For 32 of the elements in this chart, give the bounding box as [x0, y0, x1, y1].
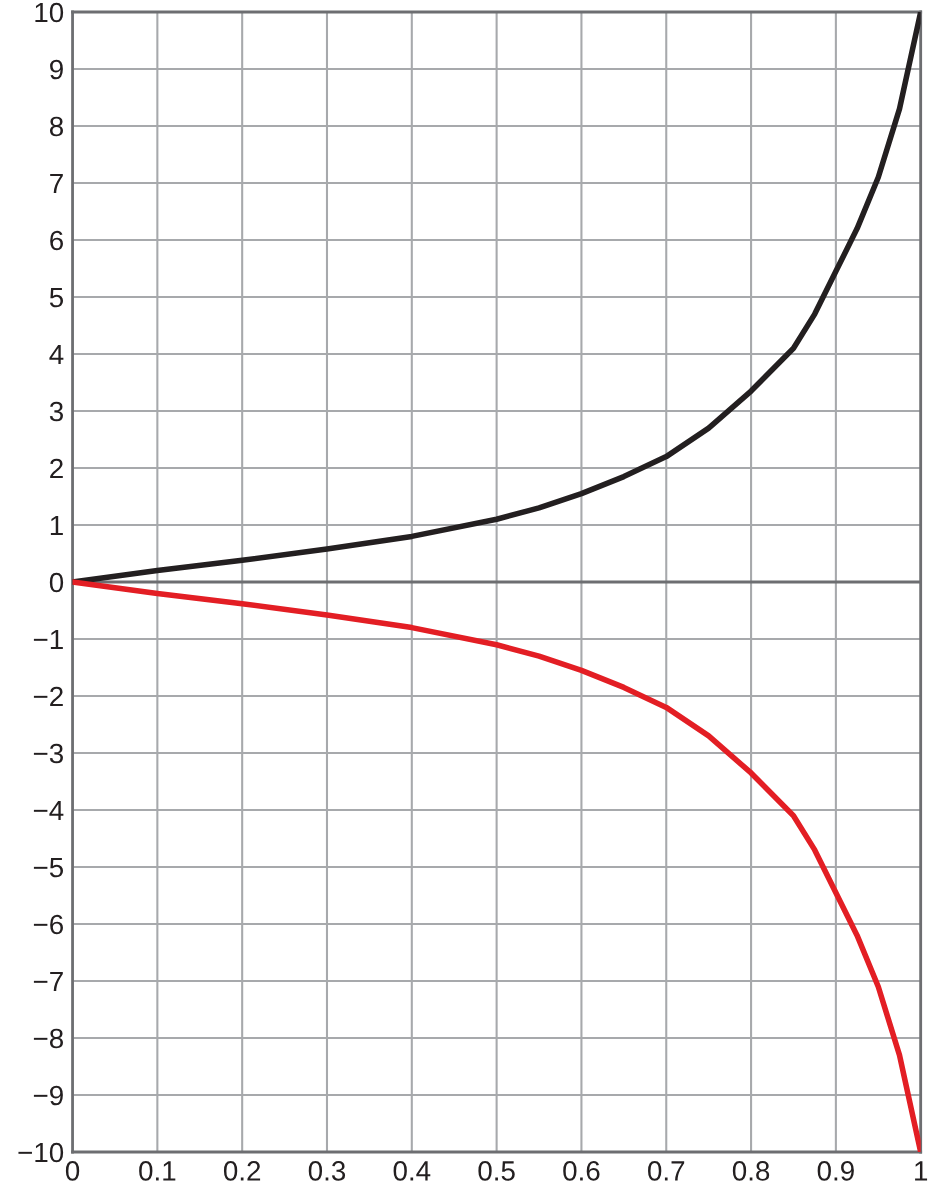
- y-tick-label: −7: [33, 971, 63, 992]
- y-tick-label: −4: [33, 800, 64, 821]
- y-tick-label: −1: [33, 629, 63, 650]
- y-tick-label: 1: [50, 515, 63, 536]
- y-tick-label: −3: [33, 743, 63, 764]
- y-tick-label: 8: [49, 116, 63, 137]
- x-tick-label: 0.8: [732, 1161, 770, 1181]
- x-tick-label: 0.3: [308, 1161, 346, 1181]
- y-tick-label: 5: [49, 287, 64, 308]
- y-tick-label: 9: [50, 59, 63, 80]
- y-tick-label: 6: [50, 230, 63, 251]
- x-tick-label: 0.9: [817, 1161, 854, 1181]
- y-tick-label: −2: [33, 686, 63, 707]
- y-tick-label: 10: [35, 2, 64, 23]
- x-tick-label: 0.5: [478, 1161, 515, 1181]
- y-tick-label: −6: [33, 914, 63, 935]
- x-tick-label: 0.2: [223, 1161, 261, 1181]
- y-tick-label: 7: [50, 173, 63, 194]
- x-tick-label: 0.1: [139, 1161, 176, 1181]
- y-tick-label: −5: [33, 857, 64, 878]
- y-tick-label: 0: [49, 572, 64, 593]
- y-tick-label: −9: [33, 1085, 63, 1106]
- y-tick-label: −8: [33, 1028, 63, 1049]
- y-tick-label: 4: [49, 344, 64, 365]
- y-tick-label: 2: [50, 458, 63, 479]
- x-tick-label: 0.4: [393, 1161, 431, 1181]
- y-tick-label: −10: [18, 1142, 64, 1163]
- x-tick-label: 0.7: [648, 1161, 685, 1181]
- x-tick-label: 0.6: [563, 1161, 600, 1181]
- y-tick-label: 3: [49, 401, 63, 422]
- x-tick-label: 1: [915, 1161, 928, 1181]
- x-tick-label: 0: [65, 1161, 80, 1181]
